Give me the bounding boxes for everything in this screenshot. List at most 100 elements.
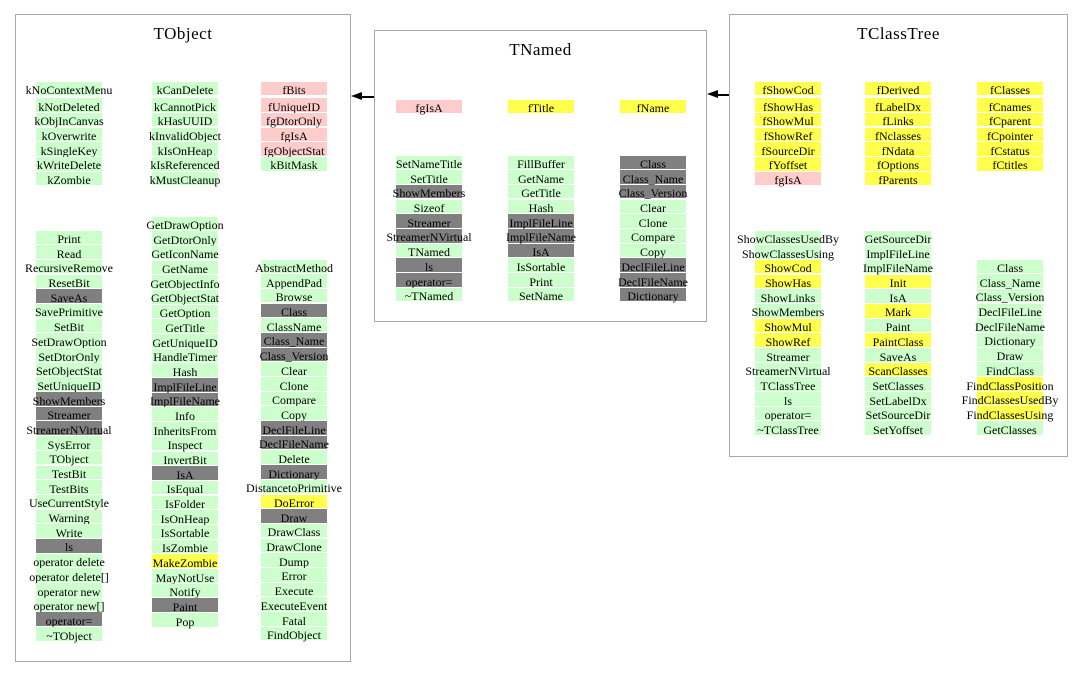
highlight-box (36, 568, 102, 582)
method-label: TObject (49, 452, 89, 467)
field-fParents: fParents (833, 171, 963, 187)
method-ImplFileLine: ImplFileLine (120, 378, 250, 394)
method-label: Sizeof (413, 201, 445, 216)
method-label: ShowHas (764, 276, 811, 291)
method-ShowHas: ShowHas (723, 274, 853, 291)
highlight-box (152, 112, 218, 127)
highlight-box (36, 377, 102, 391)
method-Class: Class (588, 155, 718, 171)
field-label: fCparent (989, 114, 1031, 129)
highlight-box (396, 228, 462, 243)
highlight-box (36, 421, 102, 436)
highlight-box (152, 216, 218, 231)
highlight-box (755, 127, 821, 142)
field-label: fLinks (882, 114, 914, 129)
highlight-box (261, 509, 327, 523)
highlight-box (36, 480, 102, 494)
method-label: ExecuteEvent (260, 598, 328, 613)
highlight-box (152, 319, 218, 333)
method-label: DeclFileLine (978, 305, 1042, 320)
highlight-box (508, 287, 574, 302)
method-label: Hash (172, 364, 198, 379)
method-Hash: Hash (120, 363, 250, 379)
method-Class: Class (229, 303, 359, 319)
highlight-box (152, 583, 218, 598)
highlight-box (152, 334, 218, 348)
highlight-box (152, 480, 218, 495)
method-Hash: Hash (476, 199, 606, 215)
method-label: Class_Name (622, 171, 684, 186)
highlight-box (36, 98, 102, 112)
method-label: GetObjectStat (151, 291, 219, 306)
field-label: kIsReferenced (150, 158, 220, 173)
method-label: Init (889, 276, 907, 291)
field-label: kNoContextMenu (25, 83, 113, 97)
method-label: IsZombie (162, 541, 208, 556)
highlight-box (977, 112, 1043, 127)
tobject-field-column: kCanDelete kCannotPick kHasUUID kInvalidObj… (120, 81, 250, 187)
highlight-box (36, 450, 102, 465)
highlight-box (261, 112, 327, 127)
highlight-box (152, 142, 218, 156)
method-SetYoffset: SetYoffset (833, 421, 963, 437)
highlight-box (620, 287, 686, 302)
field-fNdata: fNdata (833, 142, 963, 158)
highlight-box (36, 538, 102, 553)
highlight-box (36, 259, 102, 274)
tobject-method-column: GetDrawOption GetDtorOnly GetIconName GetNa… (120, 216, 250, 629)
method-GetDrawOption: GetDrawOption (120, 216, 250, 232)
field-fTitle: fTitle (476, 99, 606, 115)
highlight-box (36, 333, 102, 347)
highlight-box (261, 332, 327, 347)
method-DrawClone: DrawClone (229, 538, 359, 554)
highlight-box (152, 363, 218, 377)
field-label: fCtitles (992, 158, 1028, 173)
field-kCannotPick: kCannotPick (120, 98, 250, 114)
method-UseCurrentStyle: UseCurrentStyle (4, 494, 134, 510)
field-label: kObjInCanvas (34, 114, 104, 129)
method-TestBit: TestBit (4, 465, 134, 481)
method-SetObjectStat: SetObjectStat (4, 362, 134, 378)
field-fSourceDir: fSourceDir (723, 142, 853, 158)
method-Mark: Mark (833, 303, 963, 319)
highlight-box (152, 231, 218, 245)
highlight-box (261, 377, 327, 391)
field-kObjInCanvas: kObjInCanvas (4, 112, 134, 129)
field-fNclasses: fNclasses (833, 127, 963, 143)
method-label: ls (424, 259, 433, 274)
field-label: fCnames (988, 99, 1032, 114)
method-label: operator new[] (33, 599, 105, 614)
highlight-box (865, 259, 931, 274)
method-Info: Info (120, 407, 250, 423)
method-ScanClasses: ScanClasses (833, 362, 963, 378)
method-Write: Write (4, 524, 134, 540)
highlight-box (755, 98, 821, 112)
method-label: Clear (640, 201, 666, 216)
method-Draw: Draw (229, 509, 359, 525)
method-Dump: Dump (229, 553, 359, 569)
highlight-box (36, 627, 102, 641)
tclasstree-method-column: ShowClassesUsedBy ShowClassesUsing ShowCod… (723, 230, 853, 437)
method-label: IsA (532, 245, 550, 260)
method-~TNamed: ~TNamed (364, 287, 494, 303)
method-FillBuffer: FillBuffer (476, 155, 606, 171)
method-label: SetLabelDx (869, 393, 927, 408)
method-label: GetName (518, 171, 564, 186)
highlight-box (36, 465, 102, 480)
method-label: DeclFileLine (621, 259, 685, 274)
highlight-box (36, 303, 102, 318)
field-kIsReferenced: kIsReferenced (120, 156, 250, 173)
method-label: Class_Name (263, 334, 325, 349)
highlight-box (36, 112, 102, 127)
method-ShowMembers: ShowMembers (4, 392, 134, 408)
method-Copy: Copy (588, 243, 718, 259)
highlight-box (865, 406, 931, 421)
field-kHasUUID: kHasUUID (120, 112, 250, 128)
method-label: ShowClassesUsing (741, 246, 834, 261)
method-MakeZombie: MakeZombie (120, 554, 250, 570)
method-SetDrawOption: SetDrawOption (4, 333, 134, 349)
highlight-box (36, 509, 102, 524)
method-label: GetName (162, 262, 208, 277)
method-IsA: IsA (833, 289, 963, 305)
highlight-box (508, 273, 574, 287)
